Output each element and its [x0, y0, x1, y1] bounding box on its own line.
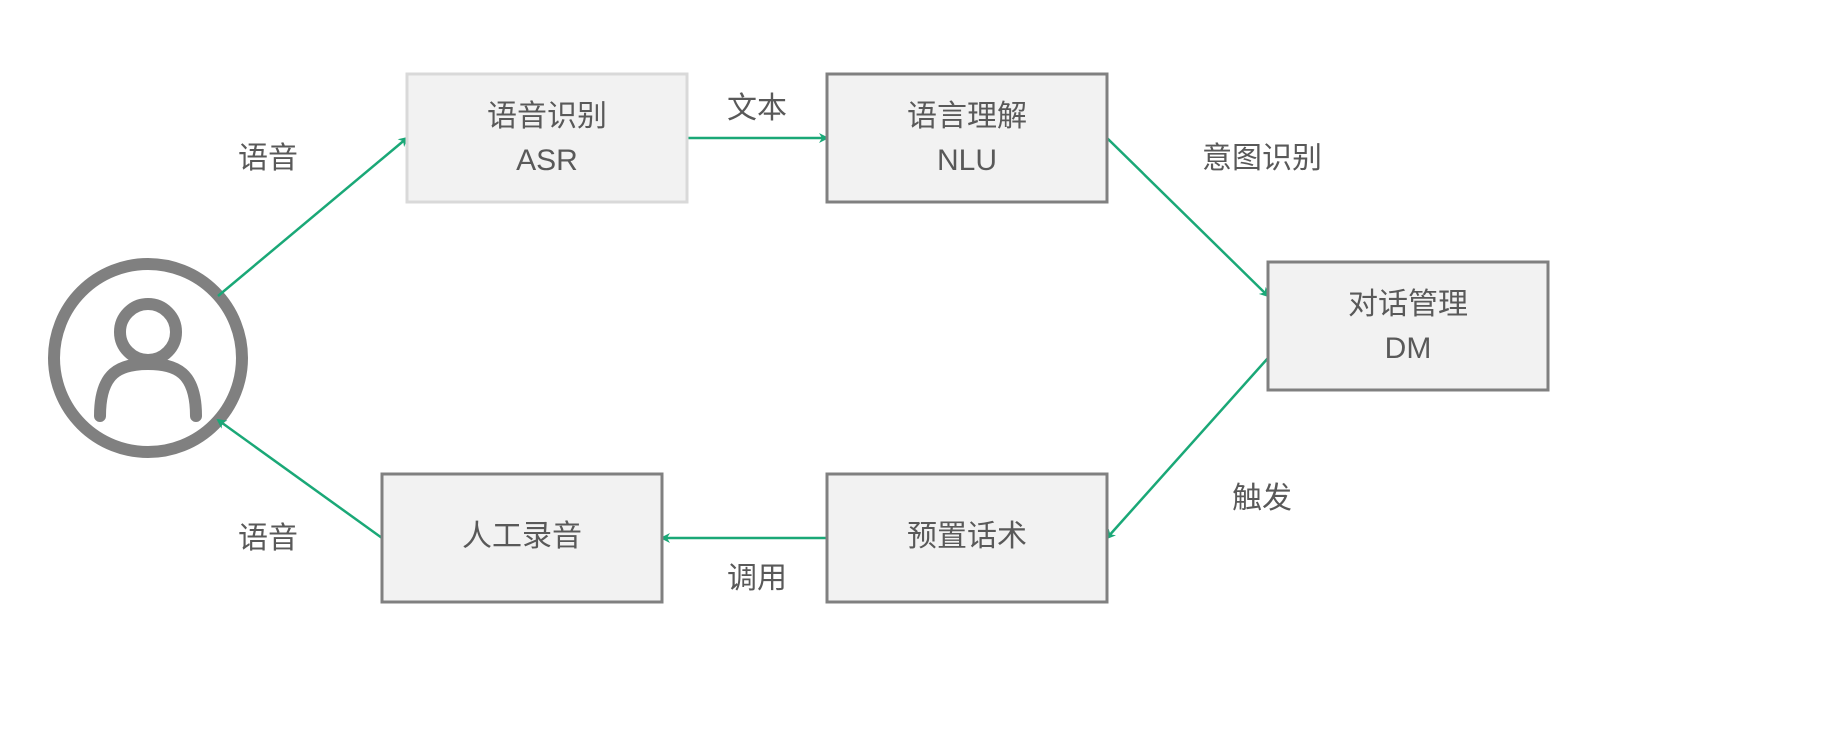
node-nlu-line1: 语言理解	[907, 100, 1027, 133]
node-rec: 人工录音	[382, 474, 662, 602]
user-icon	[54, 264, 242, 452]
edge-label-e4: 触发	[1232, 482, 1292, 515]
node-dm-line1: 对话管理	[1348, 288, 1468, 321]
edge-label-e3: 意图识别	[1202, 142, 1322, 175]
edge-label-e6: 语音	[238, 522, 298, 555]
flowchart-canvas: 语音识别 ASR 语言理解 NLU 对话管理 DM 预置话术 人工录音 语音 文本意图识别触发调…	[0, 0, 1830, 756]
node-asr-line1: 语音识别	[487, 100, 607, 133]
edge-e6	[218, 420, 382, 538]
node-script-line1: 预置话术	[907, 520, 1027, 553]
edge-label-e1: 语音	[238, 142, 298, 175]
node-nlu: 语言理解 NLU	[827, 74, 1107, 202]
node-dm: 对话管理 DM	[1268, 262, 1548, 390]
flowchart-edges	[218, 138, 1268, 538]
node-asr-line2: ASR	[516, 144, 578, 177]
node-asr: 语音识别 ASR	[407, 74, 687, 202]
node-dm-line2: DM	[1385, 332, 1432, 365]
node-rec-line1: 人工录音	[462, 520, 582, 553]
edge-label-e2: 文本	[727, 92, 787, 125]
node-nlu-line2: NLU	[937, 144, 997, 177]
node-script: 预置话术	[827, 474, 1107, 602]
edge-label-e5: 调用	[727, 562, 787, 595]
flowchart-nodes: 语音识别 ASR 语言理解 NLU 对话管理 DM 预置话术 人工录音	[382, 74, 1548, 602]
